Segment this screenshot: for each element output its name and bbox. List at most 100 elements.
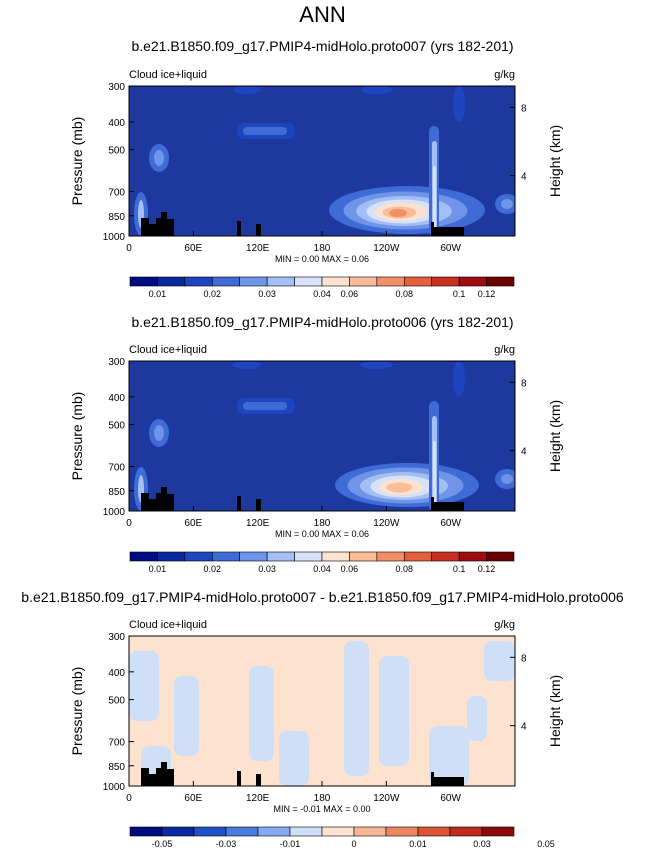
colorbar-swatch — [289, 826, 323, 837]
x-tick-label: 120W — [373, 793, 400, 804]
y-tick-label: 400 — [108, 393, 125, 404]
colorbar-swatch — [193, 826, 227, 837]
colorbar-swatch — [294, 276, 323, 287]
contour-upper-wisp — [361, 86, 393, 94]
contour-level — [389, 209, 407, 217]
x-tick-label: 180 — [314, 518, 331, 529]
y2-axis-label: Height (km) — [547, 675, 563, 747]
colorbar-swatch — [403, 551, 433, 562]
colorbar-swatch — [353, 826, 387, 837]
x-tick-label: 0 — [126, 793, 132, 804]
land-mask-block — [167, 769, 174, 786]
land-mask-block — [167, 494, 174, 511]
min-max-stats: MIN = 0.00 MAX = 0.06 — [275, 529, 369, 539]
contour-plume-east — [453, 86, 465, 122]
land-mask-block — [256, 774, 261, 786]
panel-2-colorbar: 0.01 0.02 0.03 0.04 0.06 0.08 0.1 0.12 — [129, 551, 515, 574]
x-tick-label: 60E — [184, 793, 202, 804]
y-tick-label: 400 — [108, 118, 125, 129]
y-tick-label: 1000 — [103, 782, 126, 793]
y-tick-label: 850 — [108, 487, 125, 498]
y-tick-label: 300 — [108, 357, 125, 368]
colorbar-label: 0.03 — [258, 289, 276, 299]
colorbar-swatch — [349, 276, 378, 287]
y-tick-label: 1000 — [103, 232, 126, 243]
land-mask-block — [167, 219, 174, 236]
colorbar-swatch — [184, 551, 213, 562]
contour-upper-wisp — [233, 361, 261, 369]
colorbar-swatch — [161, 826, 195, 837]
colorbar-label: -0.03 — [216, 839, 237, 849]
difference-negative-patch — [344, 641, 369, 776]
colorbar-swatch — [294, 551, 323, 562]
contour-field — [129, 86, 515, 236]
y-tick-label: 500 — [108, 146, 125, 157]
contour-band-midlevel-core — [243, 127, 287, 135]
land-mask-block — [149, 224, 156, 236]
colorbar-label: 0.01 — [149, 564, 167, 574]
land-mask-block — [149, 499, 156, 511]
y2-tick-label: 8 — [521, 653, 527, 664]
y-tick-label: 300 — [108, 632, 125, 643]
contour-lowcloud-east-core — [501, 474, 513, 484]
x-tick-label: 120E — [246, 518, 270, 529]
y2-axis-label: Height (km) — [547, 400, 563, 472]
colorbar-label: 0.02 — [204, 289, 222, 299]
colorbar-swatch — [129, 826, 163, 837]
colorbar-label: 0.12 — [478, 289, 496, 299]
land-mask-block — [161, 762, 167, 786]
land-mask-block — [141, 768, 149, 786]
page-title: ANN — [299, 2, 346, 27]
colorbar-swatch — [417, 826, 451, 837]
y-tick-label: 500 — [108, 696, 125, 707]
contour-field — [129, 361, 515, 511]
land-mask-block — [156, 218, 161, 236]
colorbar-swatch — [239, 551, 268, 562]
panel-2-plot — [129, 361, 515, 511]
units-label: g/kg — [494, 344, 515, 356]
x-tick-label: 180 — [314, 793, 331, 804]
x-tick-label: 60W — [440, 243, 461, 254]
x-tick-label: 0 — [126, 243, 132, 254]
difference-field — [129, 636, 515, 786]
x-tick-label: 120W — [373, 243, 400, 254]
colorbar-swatch — [486, 276, 515, 287]
land-mask-block — [141, 493, 149, 511]
land-mask-block — [431, 772, 434, 786]
colorbar-swatch — [321, 826, 355, 837]
units-label: g/kg — [494, 619, 515, 631]
x-tick-label: 60W — [440, 518, 461, 529]
colorbar-swatch — [129, 276, 158, 287]
colorbar-label: -0.01 — [280, 839, 301, 849]
variable-label: Cloud ice+liquid — [129, 69, 207, 81]
y-tick-label: 850 — [108, 212, 125, 223]
colorbar-swatch — [449, 826, 483, 837]
colorbar-swatch — [266, 551, 295, 562]
contour-column-west-core — [154, 150, 164, 166]
contour-upper-wisp — [233, 86, 261, 94]
contour-column-80w-center — [433, 441, 436, 511]
y-axis-label: Pressure (mb) — [69, 667, 85, 756]
panel-2-axes: Cloud ice+liquid g/kg 0 60E 120E 180 120W 60W 30… — [69, 344, 563, 539]
panel-2-title: b.e21.B1850.f09_g17.PMIP4-midHolo.proto0… — [131, 314, 514, 330]
contour-level — [386, 482, 413, 493]
land-mask-block — [434, 777, 464, 786]
panel-1-axes: Cloud ice+liquid g/kg 0 60E 120E 180 120W 60W 30… — [69, 69, 563, 264]
colorbar-label: 0.12 — [478, 564, 496, 574]
y-tick-label: 1000 — [103, 507, 126, 518]
colorbar-label: 0.02 — [204, 564, 222, 574]
colorbar-swatch — [403, 276, 433, 287]
difference-negative-patch — [249, 666, 274, 761]
land-mask-block — [434, 502, 464, 511]
y-tick-label: 700 — [108, 738, 125, 749]
colorbar-swatch — [431, 276, 460, 287]
variable-label: Cloud ice+liquid — [129, 619, 207, 631]
colorbar-swatch — [257, 826, 291, 837]
x-tick-label: 120E — [246, 243, 270, 254]
x-tick-label: 60E — [184, 518, 202, 529]
variable-label: Cloud ice+liquid — [129, 344, 207, 356]
colorbar-swatch — [458, 276, 487, 287]
colorbar-swatch — [385, 826, 419, 837]
y-axis-label: Pressure (mb) — [69, 117, 85, 206]
units-label: g/kg — [494, 69, 515, 81]
